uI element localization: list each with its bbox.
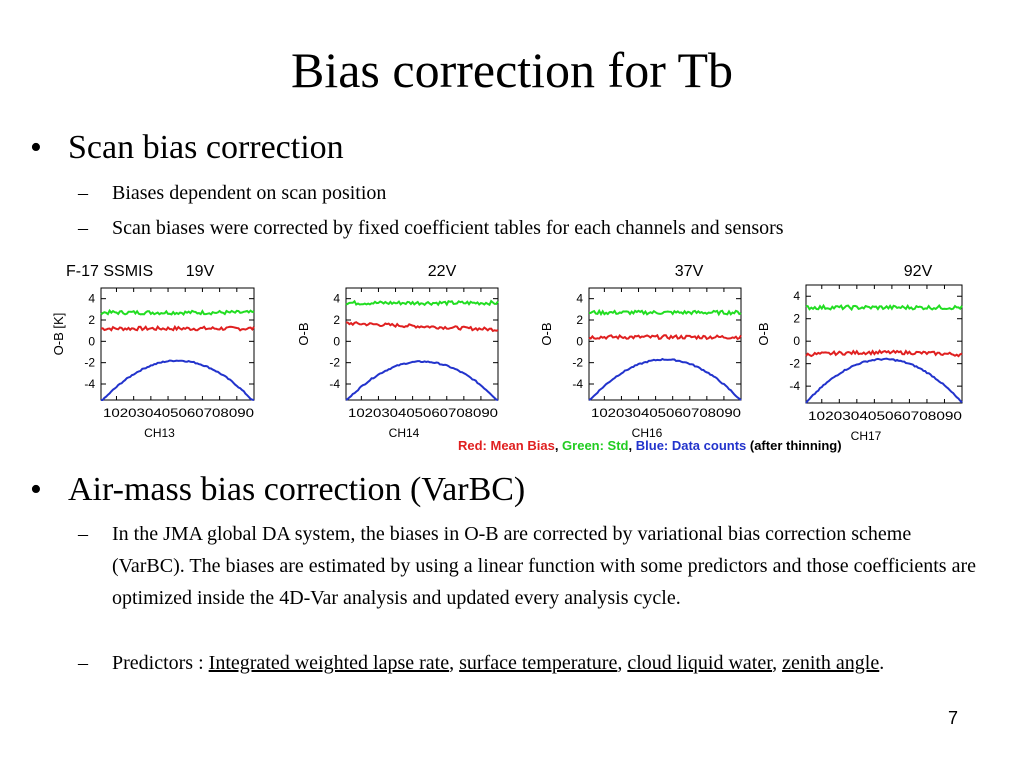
sub-item-varbc-desc: – In the JMA global DA system, the biase… [78, 518, 978, 614]
predictors-prefix: Predictors : [112, 652, 209, 674]
x-axis-label: CH13 [144, 426, 175, 440]
y-axis-label: O-B [K] [51, 313, 66, 356]
y-tick-label: -2 [84, 356, 95, 370]
bullet-dot: • [30, 471, 42, 508]
predictor-surface-temp: surface temperature [459, 652, 618, 674]
plot-frame [100, 287, 255, 401]
legend-blue: Blue: Data counts [635, 438, 747, 453]
frequency-label: 92V [904, 263, 933, 280]
x-tick-labels: 102030405060708090 [808, 409, 962, 423]
series-line-data-counts [101, 359, 255, 401]
y-tick-label: 4 [88, 292, 95, 306]
chart-legend: Red: Mean Bias, Green: Std, Blue: Data c… [458, 438, 842, 453]
frequency-label: 19V [186, 263, 215, 280]
y-tick-label: -4 [572, 377, 583, 391]
y-tick-label: 4 [576, 292, 583, 306]
series-line-mean-bias [345, 321, 499, 333]
sub-item-text: Biases dependent on scan position [112, 182, 387, 204]
frequency-label: 22V [428, 263, 457, 280]
section-heading-scan: Scan bias correction [68, 129, 344, 166]
comma: , [449, 652, 460, 674]
period: . [879, 652, 885, 674]
sub-item-1: – Biases dependent on scan position [78, 178, 978, 209]
legend-green: Green: Std [562, 438, 629, 453]
y-axis-label: O-B [296, 322, 311, 345]
bullet-varbc: • Air-mass bias correction (VarBC) [30, 470, 525, 510]
y-tick-label: -4 [84, 377, 95, 391]
y-tick-label: -2 [572, 356, 583, 370]
varbc-paragraph: In the JMA global DA system, the biases … [112, 523, 976, 609]
series-line-data-counts [805, 357, 963, 404]
predictor-lapse-rate: Integrated weighted lapse rate [208, 652, 450, 674]
legend-tail: (after thinning) [746, 438, 842, 453]
y-tick-label: 0 [88, 334, 95, 348]
scan-bias-charts: 4 2 0 -2 -4 102030405060708090 CH13 O-B [K] 19V F… [0, 258, 1024, 458]
comma: , [772, 652, 783, 674]
y-tick-label: 0 [576, 334, 583, 348]
series-line-mean-bias [805, 349, 963, 358]
y-tick-label: 0 [333, 334, 340, 348]
y-tick-label: -2 [329, 356, 340, 370]
series-line-std [345, 299, 499, 307]
slide-title: Bias correction for Tb [291, 42, 733, 98]
sensor-label: F-17 SSMIS [66, 263, 153, 280]
y-tick-label: 2 [88, 313, 95, 327]
y-tick-label: -4 [329, 377, 340, 391]
bullet-dot: • [30, 129, 42, 166]
plot-frame [345, 287, 499, 401]
charts-svg: 4 2 0 -2 -4 102030405060708090 CH13 O-B [K] 19V F… [51, 263, 963, 443]
x-tick-labels: 102030405060708090 [348, 406, 498, 420]
y-tick-label: 0 [793, 334, 800, 348]
series-line-std [100, 308, 255, 316]
page-number: 7 [948, 708, 959, 728]
predictors-text: Predictors : Integrated weighted lapse r… [112, 647, 978, 679]
predictor-zenith: zenith angle [782, 652, 880, 674]
section-heading-varbc: Air-mass bias correction (VarBC) [68, 471, 526, 508]
y-tick-label: 2 [793, 312, 800, 326]
x-tick-labels: 102030405060708090 [591, 406, 741, 420]
bullet-scan-bias: • Scan bias correction [30, 128, 344, 168]
x-tick-labels: 102030405060708090 [103, 406, 254, 420]
series-line-mean-bias [100, 324, 255, 332]
dash-icon: – [78, 652, 88, 674]
plot-frame [588, 287, 742, 401]
sub-item-2: – Scan biases were corrected by fixed co… [78, 213, 978, 244]
y-tick-label: 4 [793, 289, 800, 303]
y-axis-label: O-B [539, 322, 554, 345]
comma: , [617, 652, 628, 674]
y-tick-label: 2 [333, 313, 340, 327]
x-axis-label: CH17 [851, 429, 882, 443]
frequency-label: 37V [675, 263, 704, 280]
dash-icon: – [78, 523, 88, 545]
sub-item-text: Scan biases were corrected by fixed coef… [112, 217, 784, 239]
series-line-data-counts [588, 357, 742, 401]
series-line-mean-bias [588, 333, 742, 341]
legend-sep: , [628, 438, 636, 453]
y-tick-label: 2 [576, 313, 583, 327]
y-tick-label: -4 [789, 379, 800, 393]
y-axis-label: O-B [756, 322, 771, 345]
series-line-std [588, 308, 742, 317]
legend-sep: , [554, 438, 563, 453]
y-tick-label: 4 [333, 292, 340, 306]
predictor-clw: cloud liquid water [627, 652, 773, 674]
series-line-std [805, 303, 963, 312]
legend-red: Red: Mean Bias [458, 438, 555, 453]
y-tick-label: -2 [789, 357, 800, 371]
plot-frame [805, 284, 963, 404]
dash-icon: – [78, 217, 88, 239]
dash-icon: – [78, 182, 88, 204]
series-line-data-counts [345, 360, 499, 401]
sub-item-predictors: – Predictors : Integrated weighted lapse… [78, 647, 978, 679]
x-axis-label: CH14 [389, 426, 420, 440]
x-axis-label: CH16 [632, 426, 663, 440]
